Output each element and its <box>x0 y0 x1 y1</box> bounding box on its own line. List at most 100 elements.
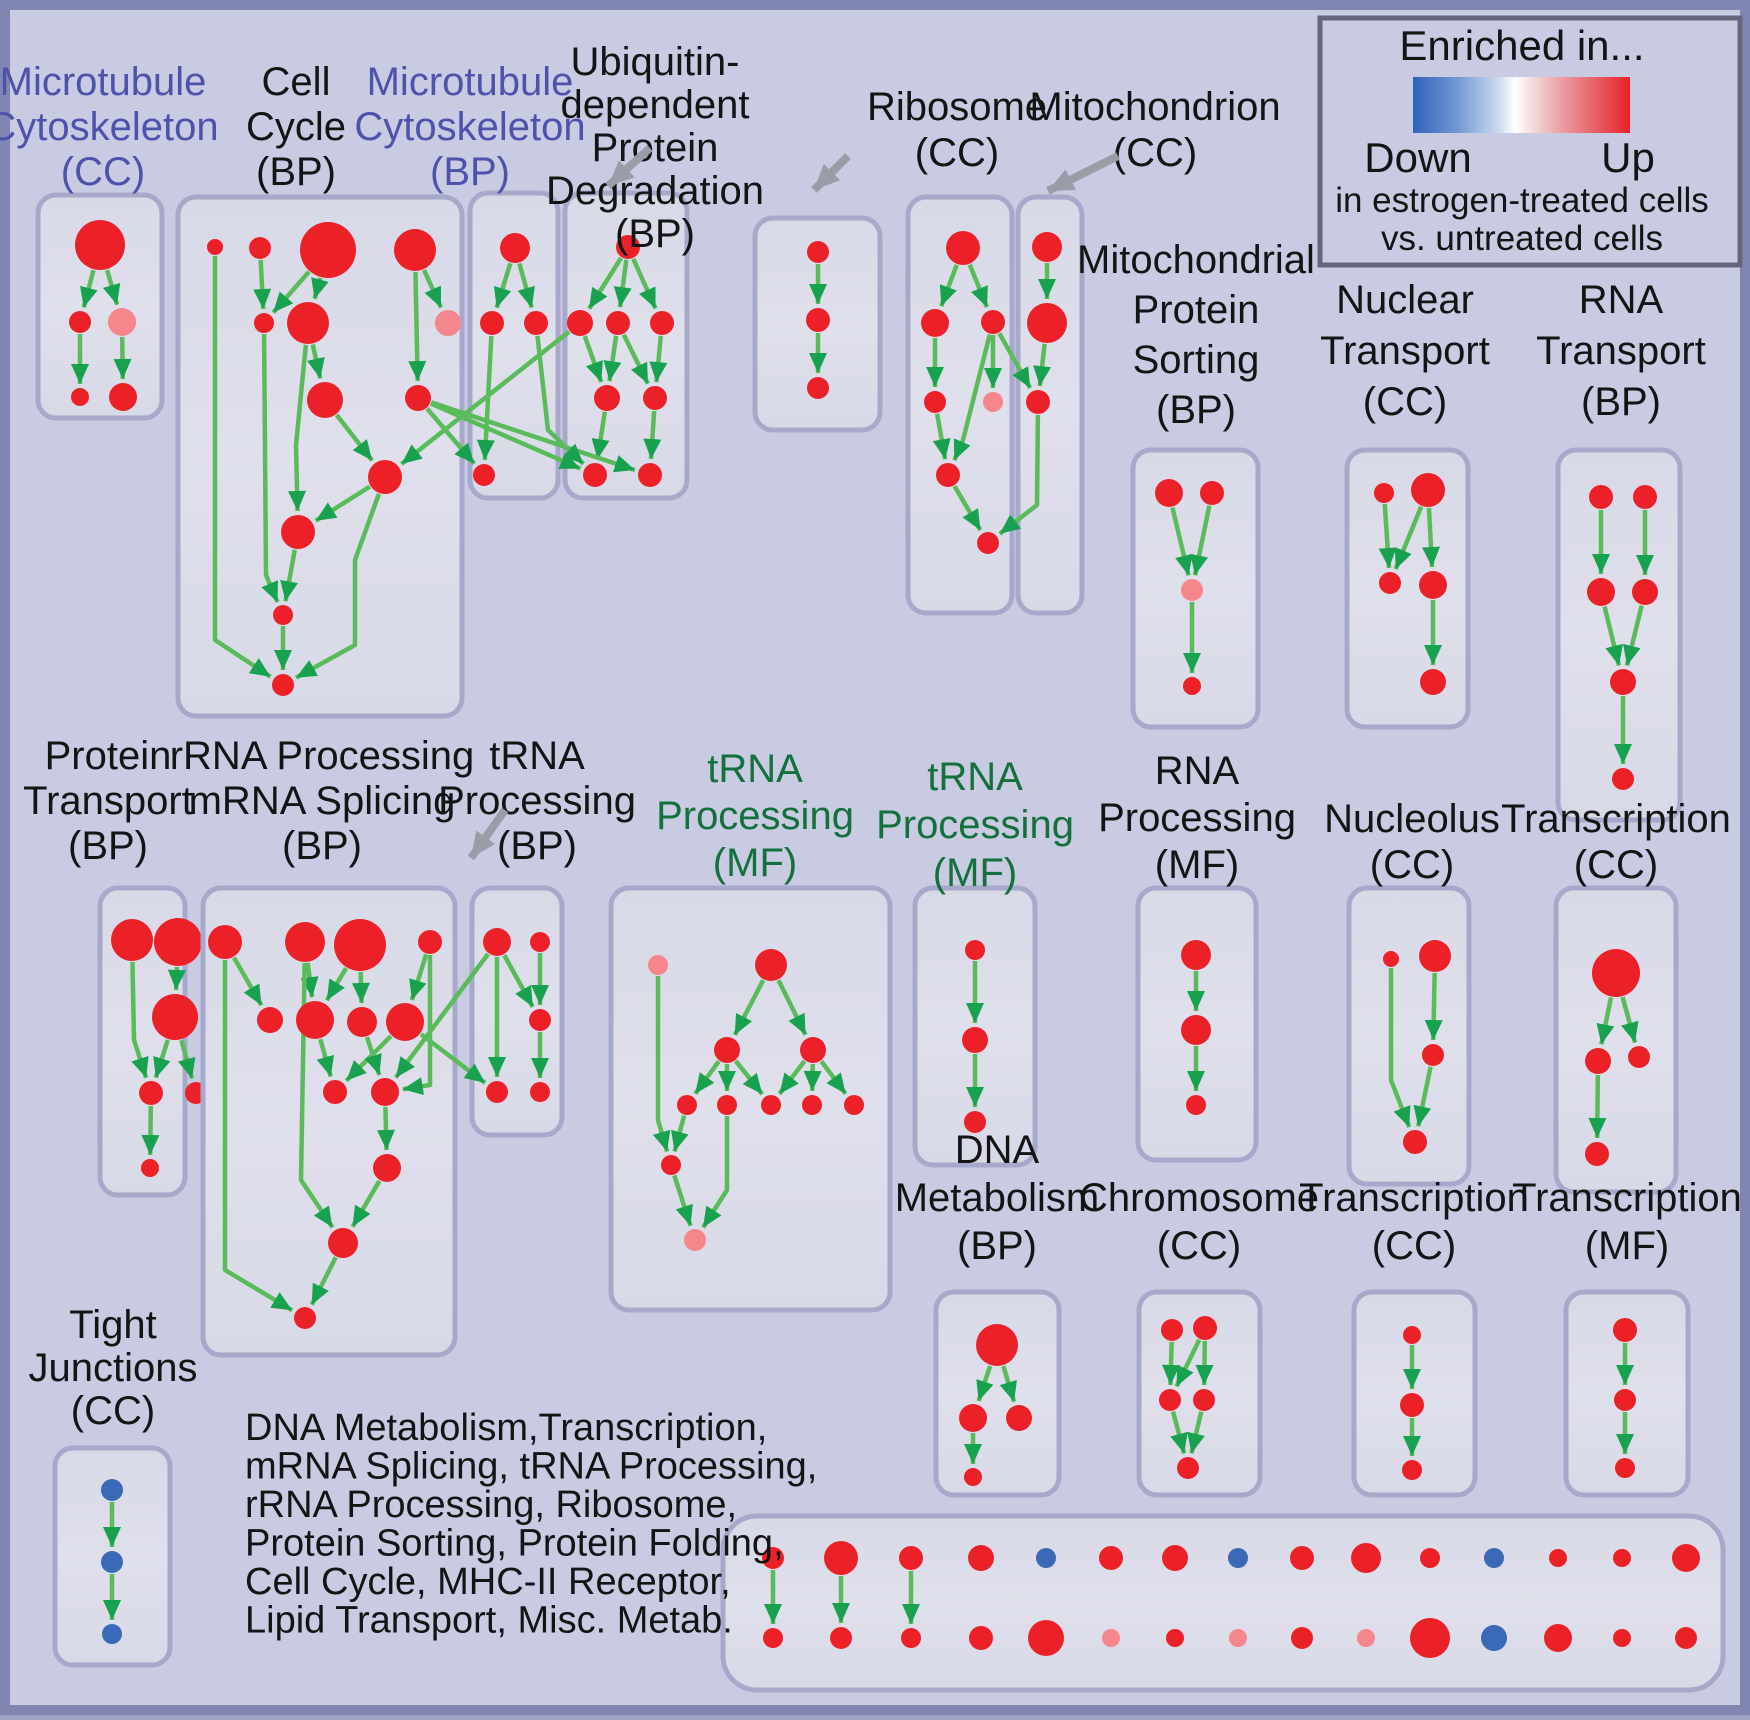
go-term-node-red <box>1419 940 1451 972</box>
go-term-node-red <box>800 1037 826 1063</box>
go-term-node-red <box>1032 232 1062 262</box>
edge-arrow <box>415 272 417 381</box>
go-term-node-red <box>1585 1048 1611 1074</box>
go-term-node-red <box>1155 479 1183 507</box>
go-term-node-red <box>1403 1130 1427 1154</box>
cluster-dna-metabolism <box>936 1292 1059 1495</box>
go-term-node-red <box>1186 1095 1206 1115</box>
go-term-node-red <box>530 1082 550 1102</box>
go-term-node-pink <box>684 1229 706 1251</box>
go-term-node-red <box>347 1007 377 1037</box>
go-term-node-red <box>111 919 153 961</box>
go-term-node-red <box>755 949 787 981</box>
go-term-node-red <box>1587 578 1615 606</box>
cluster-misc-categories <box>723 1516 1723 1690</box>
go-term-node-red <box>567 310 593 336</box>
go-term-node-red <box>1613 1629 1631 1647</box>
go-term-node-red <box>1291 1627 1313 1649</box>
go-term-node-red <box>763 1628 783 1648</box>
go-term-node-red <box>257 1007 283 1033</box>
go-term-node-red <box>1162 1545 1188 1571</box>
go-term-node-red <box>936 463 960 487</box>
go-term-node-red <box>1589 485 1613 509</box>
go-term-node-red <box>328 1228 358 1258</box>
go-term-node-red <box>323 1080 347 1104</box>
go-term-node-red <box>1290 1546 1314 1570</box>
cluster-mito-protein-sorting <box>1133 450 1258 727</box>
go-term-node-red <box>1633 485 1657 509</box>
go-term-node-red <box>1193 1389 1215 1411</box>
go-term-node-red <box>1402 1460 1422 1480</box>
go-term-node-red <box>714 1037 740 1063</box>
legend-subtitle-line: in estrogen-treated cells <box>1335 181 1709 220</box>
go-term-node-red <box>394 229 436 271</box>
go-term-node-pink <box>1229 1629 1247 1647</box>
go-term-node-red <box>981 310 1005 334</box>
go-term-node-red <box>207 239 223 255</box>
go-term-node-red <box>287 302 329 344</box>
go-term-node-red <box>1193 1316 1217 1340</box>
go-term-node-red <box>69 311 91 333</box>
go-term-node-pink <box>1357 1629 1375 1647</box>
go-term-node-red <box>968 1545 994 1571</box>
go-term-node-red <box>1615 1458 1635 1478</box>
go-term-node-red <box>1549 1549 1567 1567</box>
go-term-node-red <box>529 1009 551 1031</box>
go-term-node-blue <box>1228 1548 1248 1568</box>
cluster-cell-cycle <box>178 197 462 716</box>
cluster-mitochondrion-cc <box>1018 197 1082 613</box>
cluster-rrna-mrna-box <box>203 888 455 1355</box>
go-term-node-red <box>1614 1389 1636 1411</box>
cluster-chromosome <box>1139 1292 1260 1495</box>
go-term-node-blue <box>101 1551 123 1573</box>
go-term-node-red <box>1613 1318 1637 1342</box>
go-term-node-red <box>1374 483 1394 503</box>
go-term-node-red <box>294 1307 316 1329</box>
go-term-node-pink <box>1181 579 1203 601</box>
go-term-node-pink <box>435 310 461 336</box>
cluster-trna-mf-large <box>611 888 890 1310</box>
go-term-node-red <box>976 1324 1018 1366</box>
go-term-node-red <box>371 1078 399 1106</box>
go-term-node-red <box>405 385 431 411</box>
go-term-node-red <box>524 311 548 335</box>
go-term-node-red <box>249 237 271 259</box>
go-term-node-red <box>1628 1046 1650 1068</box>
go-term-node-red <box>899 1546 923 1570</box>
cluster-trna-bp <box>472 888 562 1135</box>
go-term-node-red <box>334 919 386 971</box>
cluster-ubiquitin-chain <box>755 218 880 430</box>
go-term-node-red <box>1183 677 1201 695</box>
go-term-node-red <box>109 383 137 411</box>
go-term-node-red <box>1672 1544 1700 1572</box>
go-term-node-red <box>802 1095 822 1115</box>
legend-down-label: Down <box>1364 134 1471 181</box>
go-term-node-red <box>1675 1627 1697 1649</box>
edge-arrow <box>1433 973 1434 1040</box>
cluster-rna-transport-box <box>1558 450 1680 820</box>
cluster-transcription-cc-mid-box <box>1556 888 1676 1192</box>
go-term-node-red <box>1585 1142 1609 1166</box>
go-term-node-red <box>977 532 999 554</box>
go-term-node-red <box>272 674 294 696</box>
go-term-node-red <box>650 311 674 335</box>
go-term-node-red <box>807 241 829 263</box>
go-term-node-red <box>594 385 620 411</box>
go-term-node-pink <box>983 392 1003 412</box>
edge-arrow <box>176 967 177 990</box>
go-term-node-red <box>661 1155 681 1175</box>
cluster-nucleolus <box>1349 888 1469 1184</box>
go-term-node-red <box>962 1027 988 1053</box>
go-term-node-red <box>1177 1457 1199 1479</box>
go-term-node-red <box>1026 390 1050 414</box>
go-term-node-red <box>75 220 125 270</box>
go-term-node-red <box>307 382 343 418</box>
go-term-node-red <box>1099 1546 1123 1570</box>
go-term-node-red <box>208 925 242 959</box>
go-term-node-red <box>1544 1624 1572 1652</box>
go-term-node-red <box>500 233 530 263</box>
go-term-node-red <box>717 1095 737 1115</box>
go-term-node-blue <box>1481 1625 1507 1651</box>
go-term-node-red <box>1403 1326 1421 1344</box>
